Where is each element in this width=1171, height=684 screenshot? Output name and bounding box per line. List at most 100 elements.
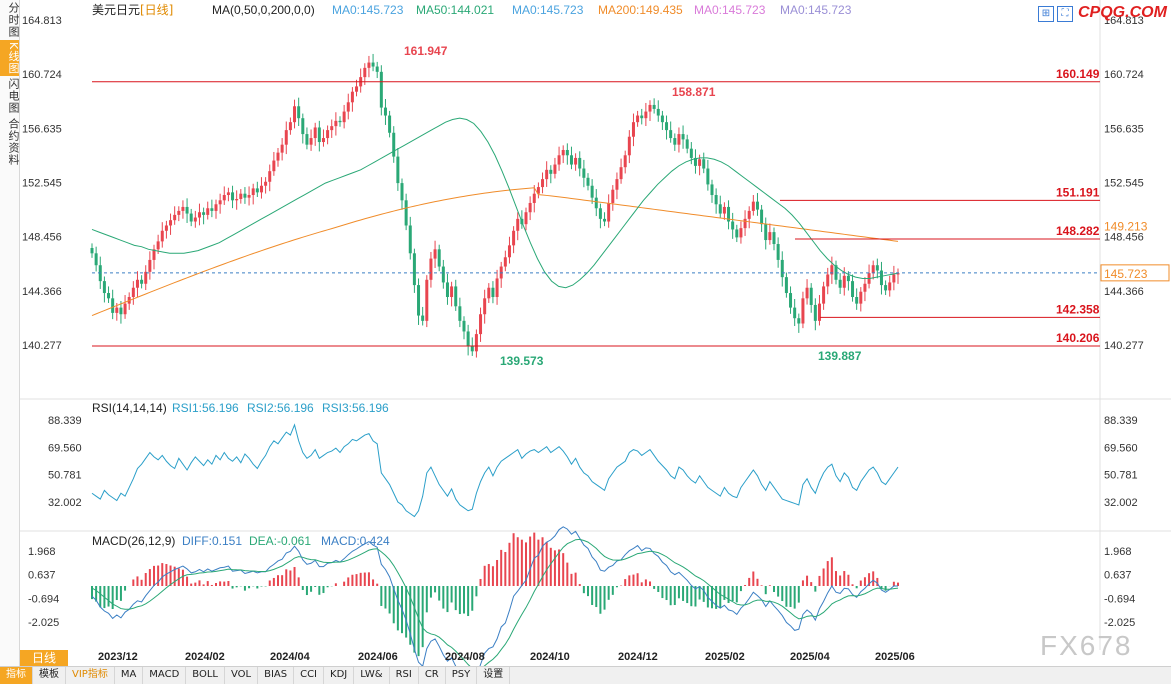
candle-body: [259, 185, 263, 193]
candle-body: [532, 193, 536, 203]
x-tick: 2024/12: [618, 651, 658, 663]
bottom-toolbar: 指标 模板 VIP指标 MA MACD BOLL VOL BIAS CCI KDJ LW& RSI CR…: [0, 666, 1171, 684]
candle-body: [251, 188, 255, 196]
candle-body: [479, 314, 483, 335]
indicator-tab-BOLL[interactable]: BOLL: [186, 667, 225, 684]
candle-body: [718, 204, 722, 214]
candle-body: [747, 210, 751, 219]
indicator-tab-CCI[interactable]: CCI: [294, 667, 325, 684]
candle-body: [528, 202, 532, 213]
x-tick: 2024/06: [358, 651, 398, 663]
indicator-tab-CR[interactable]: CR: [419, 667, 446, 684]
candle-body: [681, 134, 685, 140]
price-tick-right: 156.635: [1104, 123, 1144, 135]
candle-body: [751, 201, 755, 211]
price-tick-right: 148.456: [1104, 232, 1144, 244]
sidebar-tab-3[interactable]: 合约资料: [7, 118, 20, 167]
candle-body: [297, 106, 301, 119]
indicator-tab-PSY[interactable]: PSY: [446, 667, 478, 684]
symbol-name: 美元日元: [92, 3, 140, 17]
candle-body: [247, 195, 251, 198]
candle-body: [210, 208, 214, 211]
candle-body: [623, 155, 627, 168]
indicator-tab-VIP指标[interactable]: VIP指标: [66, 667, 115, 684]
candle-body: [512, 230, 516, 246]
candle-body: [491, 287, 495, 298]
candle-body: [495, 278, 499, 298]
indicator-tab-RSI[interactable]: RSI: [390, 667, 419, 684]
macd-legend: DIFF:0.151: [182, 534, 242, 548]
period-label[interactable]: 日线: [20, 650, 68, 666]
sidebar-tab-0[interactable]: 分时图: [7, 2, 20, 38]
candle-body: [722, 206, 726, 214]
candle-body: [185, 206, 189, 214]
indicator-tab-MA[interactable]: MA: [115, 667, 144, 684]
candle-body: [140, 279, 144, 284]
candle-body: [830, 265, 834, 275]
candle-body: [565, 149, 569, 156]
candle-body: [896, 273, 900, 275]
sidebar-tab-1[interactable]: K线图: [0, 40, 20, 77]
x-tick: 2024/04: [270, 651, 311, 663]
indicator-tab-模板[interactable]: 模板: [33, 667, 66, 684]
grid-icon[interactable]: ⊞: [1038, 6, 1054, 22]
sidebar-tab-2[interactable]: 闪电图: [7, 78, 20, 115]
candle-body: [545, 169, 549, 180]
candle-body: [809, 287, 813, 305]
macd-tick-right: 0.637: [1104, 570, 1132, 582]
ma-value-3: MA200:149.435: [598, 3, 683, 17]
candle-body: [326, 130, 330, 139]
candle-body: [851, 281, 855, 298]
candle-body: [115, 307, 119, 313]
candle-body: [636, 115, 640, 123]
period-tag: [日线]: [140, 3, 173, 17]
candle-body: [243, 193, 247, 198]
price-tick-right: 164.813: [1104, 15, 1144, 27]
candle-body: [90, 248, 94, 254]
x-tick: 2024/02: [185, 651, 225, 663]
indicator-tab-KDJ[interactable]: KDJ: [324, 667, 355, 684]
candle-body: [640, 115, 644, 119]
candle-body: [363, 67, 367, 78]
price-tick-left: 156.635: [22, 123, 62, 135]
brand-logo: CPQG.COM: [1078, 4, 1167, 21]
candle-body: [503, 257, 507, 267]
price-tick-left: 152.545: [22, 178, 62, 190]
candle-body: [338, 120, 342, 123]
price-tick-left: 140.277: [22, 340, 62, 352]
candle-body: [264, 181, 268, 186]
price-tick-right: 144.366: [1104, 286, 1144, 298]
candle-body: [578, 157, 582, 169]
ma200-line: [91, 187, 899, 317]
candle-body: [119, 307, 123, 315]
candle-body: [669, 130, 673, 139]
macd-legend: MACD:0.424: [321, 534, 390, 548]
ma-params: MA(0,50,0,200,0,0): [212, 3, 315, 17]
price-tick-left: 164.813: [22, 15, 62, 27]
candle-body: [355, 86, 359, 92]
fullscreen-icon[interactable]: ⛶: [1057, 6, 1073, 22]
indicator-tab-指标[interactable]: 指标: [0, 667, 33, 684]
candle-body: [375, 66, 379, 72]
candle-body: [417, 285, 421, 316]
lines: [91, 81, 1100, 666]
candle-body: [441, 266, 445, 283]
rsi-tick-left: 32.002: [48, 497, 82, 509]
candle-body: [784, 277, 788, 294]
current-price-label: 145.723: [1104, 267, 1148, 281]
candle-body: [392, 132, 396, 157]
candle-body: [541, 179, 545, 188]
indicator-tab-BIAS[interactable]: BIAS: [258, 667, 295, 684]
candle-body: [400, 183, 404, 201]
candle-body: [396, 156, 400, 184]
level-label: 148.282: [1056, 224, 1100, 238]
candle-body: [383, 107, 387, 116]
indicator-tab-LW&[interactable]: LW&: [354, 667, 390, 684]
indicator-tab-VOL[interactable]: VOL: [225, 667, 259, 684]
candle-body: [235, 198, 239, 201]
candle-body: [805, 287, 809, 299]
indicator-tab-MACD[interactable]: MACD: [143, 667, 187, 684]
candle-body: [268, 171, 272, 182]
candle-body: [156, 241, 160, 250]
indicator-tab-设置[interactable]: 设置: [477, 667, 511, 684]
